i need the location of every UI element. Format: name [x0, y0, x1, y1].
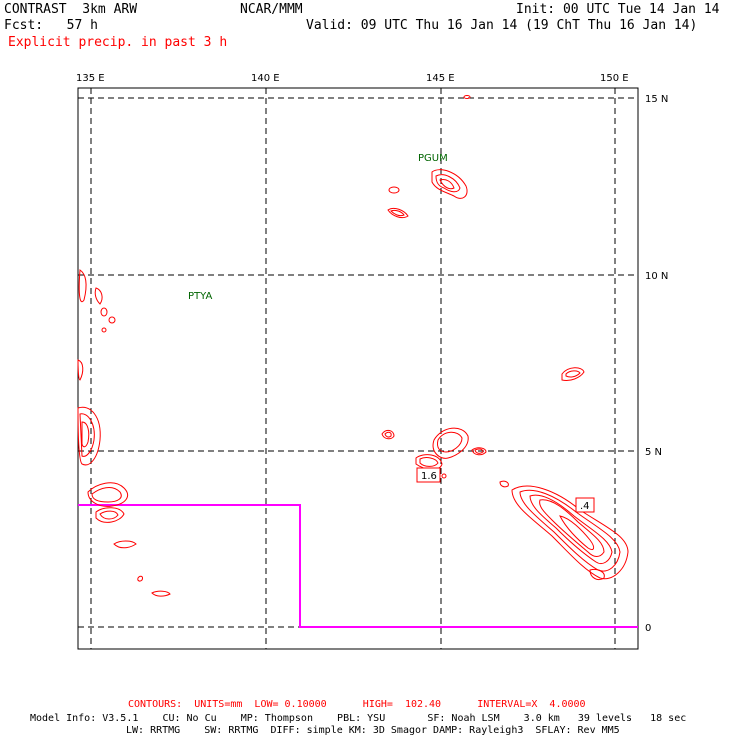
domain-boundary-line: [78, 504, 638, 628]
contour-cell-small-b-inner: [390, 209, 405, 217]
contour-palau-mid: [77, 359, 84, 381]
contour-se-band-core: [559, 515, 595, 551]
contour-palau-south: [77, 406, 101, 466]
contour-central-d-inner: [474, 448, 484, 454]
contour-central-d: [471, 447, 487, 456]
contour-cluster-guam-core: [439, 179, 455, 190]
max-box-central: 1.6: [416, 467, 441, 483]
contour-se-tail: [589, 569, 605, 581]
contour-sw-cluster: [87, 482, 128, 507]
valid-time: Valid: 09 UTC Thu 16 Jan 14 (19 ChT Thu …: [306, 18, 698, 33]
contour-east-7n: [561, 367, 585, 381]
forecast-hour: Fcst: 57 h: [4, 18, 98, 33]
contour-se-band-inner-2: [529, 494, 613, 565]
contour-se-band: [511, 485, 629, 580]
model-info-line-1: Model Info: V3.5.1 CU: No Cu MP: Thompso…: [30, 713, 687, 724]
contour-cluster-guam: [431, 169, 468, 199]
lat-label-5n: 5 N: [645, 447, 662, 458]
map-frame: [77, 87, 639, 650]
contour-cell-small-b: [387, 207, 409, 219]
contour-central-a: [381, 429, 395, 440]
model-info-line-2: LW: RRTMG SW: RRTMG DIFF: simple KM: 3D …: [126, 725, 620, 736]
station-ptya: PTYA: [188, 291, 212, 302]
contour-central-dot: [441, 473, 447, 479]
contour-central-a-inner: [384, 431, 392, 438]
contour-cell-small-a: [388, 186, 400, 194]
contour-central-c-inner: [419, 457, 439, 467]
station-pgum: PGUM: [418, 153, 448, 164]
contour-cluster-guam-inner: [435, 174, 461, 193]
contour-se-band-inner-1: [519, 489, 621, 572]
contour-palau-north: [78, 269, 87, 302]
max-label-central: 1.6: [421, 471, 437, 482]
contour-central-c: [415, 454, 443, 470]
contour-sw-cluster-inner: [91, 487, 122, 503]
contour-palau-dot-a: [100, 307, 108, 317]
lon-label-150e: 150 E: [600, 73, 629, 84]
lat-label-15n: 15 N: [645, 94, 668, 105]
contour-cell-c: [113, 540, 137, 549]
contour-sw-cluster-b: [95, 507, 125, 523]
lat-label-0: 0: [645, 623, 651, 634]
lat-label-10n: 10 N: [645, 271, 668, 282]
contour-central-b-inner: [437, 431, 463, 453]
lon-label-145e: 145 E: [426, 73, 455, 84]
contour-palau-dot-b: [108, 316, 116, 324]
model-name: CONTRAST 3km ARW: [4, 2, 138, 17]
max-label-southeast: .4: [580, 501, 590, 512]
init-time: Init: 00 UTC Tue 14 Jan 14: [516, 2, 720, 17]
field-title: Explicit precip. in past 3 h: [8, 35, 228, 50]
lon-label-140e: 140 E: [251, 73, 280, 84]
contour-cell-d: [137, 575, 143, 582]
contour-se-dot-a: [499, 480, 509, 488]
contour-palau-south-core: [81, 421, 90, 448]
precip-contours: [77, 95, 629, 597]
contour-palau-south-inner: [79, 413, 95, 457]
contour-sw-cluster-b-inner: [99, 510, 119, 520]
contour-info: CONTOURS: UNITS=mm LOW= 0.10000 HIGH= 10…: [128, 699, 586, 710]
lon-label-135e: 135 E: [76, 73, 105, 84]
contour-palau-dot-c: [101, 327, 107, 333]
contour-palau-north-b: [94, 287, 103, 305]
contour-central-b: [432, 427, 469, 459]
max-box-southeast: .4: [575, 497, 595, 513]
contour-cell-e: [151, 590, 171, 597]
contour-cell-north: [463, 95, 471, 99]
org-label: NCAR/MMM: [240, 2, 303, 17]
contour-se-band-inner-3: [539, 499, 605, 557]
grid-lines: [78, 88, 638, 649]
contour-east-7n-inner: [565, 370, 581, 378]
